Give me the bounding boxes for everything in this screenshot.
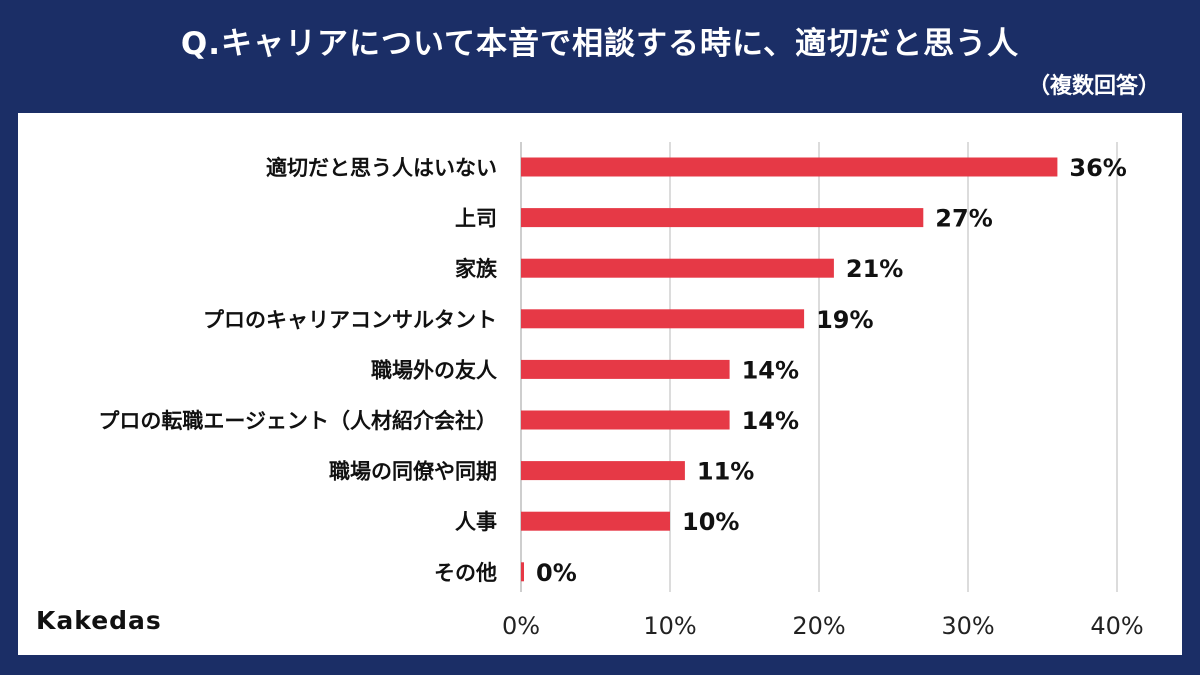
x-tick-label: 10% [643, 612, 696, 640]
value-label: 10% [682, 508, 739, 536]
bar [521, 309, 805, 329]
x-tick-label: 0% [502, 612, 540, 640]
category-label: プロのキャリアコンサルタント [203, 308, 497, 332]
value-label: 19% [816, 306, 873, 334]
bar [521, 359, 730, 379]
chart-panel [18, 113, 1182, 655]
bar [521, 461, 685, 481]
value-label: 14% [742, 356, 799, 384]
bar [521, 258, 834, 278]
category-label: 上司 [455, 207, 497, 231]
bar [521, 157, 1058, 177]
category-label: その他 [434, 561, 497, 585]
bar [521, 511, 670, 531]
bar [521, 208, 924, 228]
category-label: 人事 [455, 510, 497, 534]
value-label: 14% [742, 407, 799, 435]
value-label: 27% [935, 205, 992, 233]
bar [521, 562, 524, 582]
brand-logo: Kakedas [36, 606, 162, 635]
category-label: プロの転職エージェント（人材紹介会社） [98, 409, 497, 433]
bar [521, 410, 730, 430]
x-tick-label: 40% [1090, 612, 1143, 640]
category-label: 職場外の友人 [371, 358, 497, 382]
chart-title: Q.キャリアについて本音で相談する時に、適切だと思う人 [180, 26, 1020, 62]
value-label: 11% [697, 458, 754, 486]
category-label: 職場の同僚や同期 [329, 460, 497, 484]
category-label: 家族 [455, 257, 498, 281]
value-label: 0% [536, 559, 577, 587]
x-tick-label: 20% [792, 612, 845, 640]
x-tick-label: 30% [941, 612, 994, 640]
value-label: 36% [1069, 154, 1126, 182]
category-label: 適切だと思う人はいない [266, 156, 497, 180]
value-label: 21% [846, 255, 903, 283]
chart-subtitle: （複数回答） [1027, 74, 1160, 99]
